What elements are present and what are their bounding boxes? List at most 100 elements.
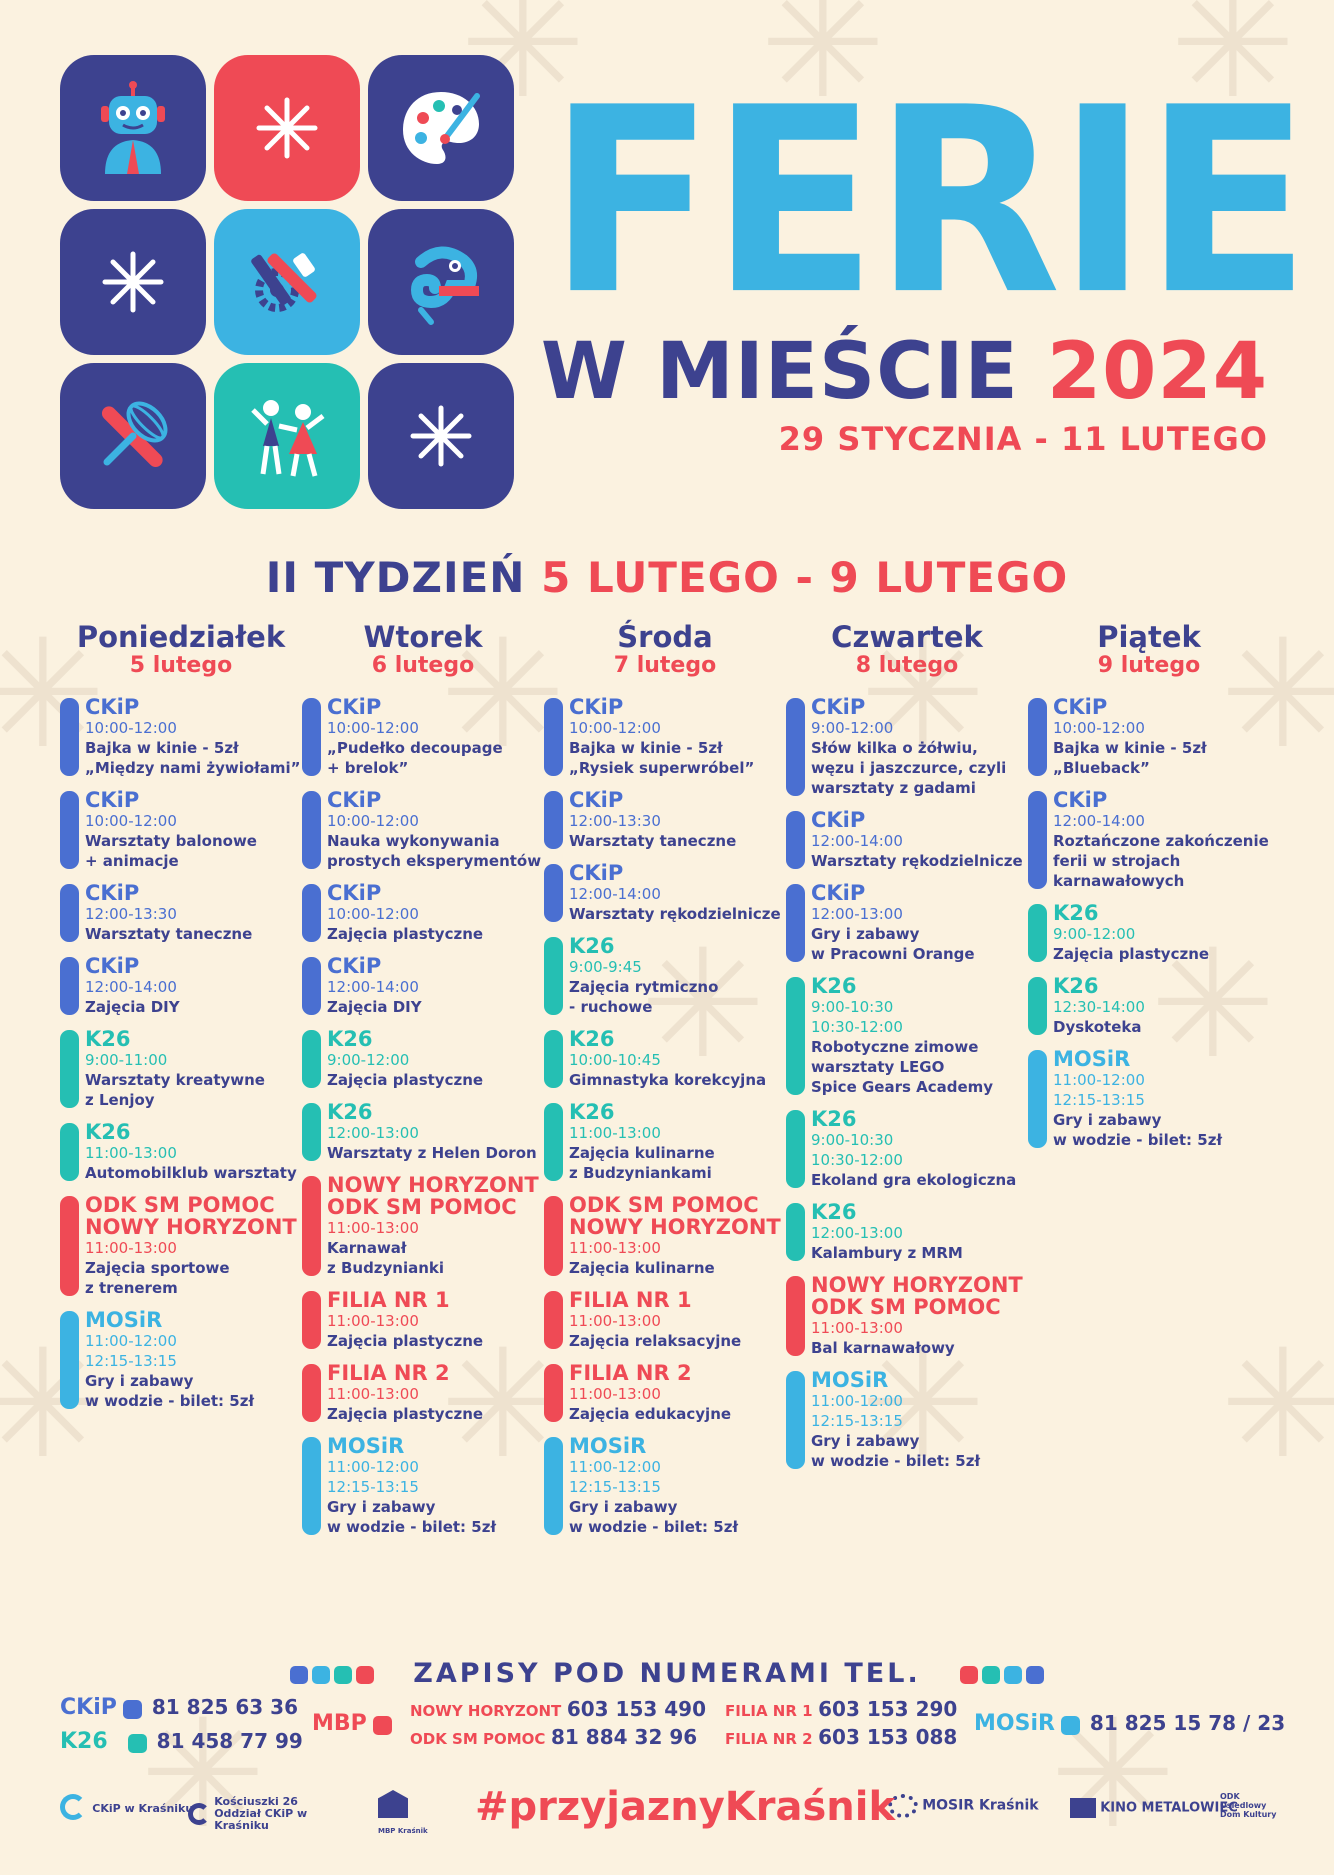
event-time: 11:00-13:00 bbox=[327, 1312, 419, 1330]
event-location: CKiP bbox=[85, 954, 140, 978]
event-description: w wodzie - bilet: 5zł bbox=[569, 1518, 739, 1536]
event-item: MOSiR 11:00-12:00 12:15-13:15 Gry i zabawy w… bbox=[60, 1309, 302, 1411]
event-location: K26 bbox=[811, 1200, 857, 1224]
day-date: 8 lutego bbox=[855, 653, 959, 678]
main-title: FERIE bbox=[548, 52, 1311, 352]
event-time: 12:00-13:00 bbox=[327, 1124, 419, 1142]
color-square bbox=[1025, 1665, 1044, 1684]
event-description: z Lenjoy bbox=[85, 1091, 155, 1109]
event-time: 11:00-12:00 bbox=[569, 1458, 661, 1476]
event-color-bar bbox=[302, 1364, 321, 1422]
snowflake-tile bbox=[368, 363, 514, 509]
event-item: FILIA NR 1 11:00-13:00 Zajęcia plastyczne bbox=[302, 1289, 544, 1351]
event-color-bar bbox=[302, 1291, 321, 1349]
event-item: CKiP 12:00-14:00 Warsztaty rękodzielnicze bbox=[786, 809, 1028, 871]
event-time: 11:00-13:00 bbox=[811, 1319, 903, 1337]
odk-logo: ODK Osiedlowy Dom Kultury bbox=[1220, 1792, 1280, 1821]
contact-filia1: FILIA NR 1 603 153 290 bbox=[725, 1697, 957, 1721]
event-color-bar bbox=[544, 1030, 563, 1088]
event-color-bar bbox=[544, 937, 563, 1015]
event-location: K26 bbox=[811, 974, 857, 998]
event-item: K26 12:00-13:00 Warsztaty z Helen Doron bbox=[302, 1101, 544, 1163]
event-item: K26 9:00-11:00 Warsztaty kreatywne z Lenjoy bbox=[60, 1028, 302, 1110]
event-description: Warsztaty taneczne bbox=[85, 925, 253, 943]
contact-number: 603 153 088 bbox=[818, 1725, 958, 1749]
contact-number: 81 884 32 96 bbox=[551, 1725, 698, 1749]
event-time: 10:30-12:00 bbox=[811, 1151, 903, 1169]
event-item: CKiP 10:00-12:00 Bajka w kinie - 5zł „Blueb… bbox=[1028, 696, 1270, 778]
event-color-bar bbox=[302, 884, 321, 942]
event-color-bar bbox=[786, 1276, 805, 1356]
color-square bbox=[312, 1665, 331, 1684]
event-location: MOSiR bbox=[811, 1368, 889, 1392]
dancers-icon bbox=[251, 400, 325, 477]
event-description: w wodzie - bilet: 5zł bbox=[1053, 1131, 1223, 1149]
event-item: CKiP 9:00-12:00 Słów kilka o żółwiu, węzu i… bbox=[786, 696, 1028, 798]
event-description: Warsztaty balonowe bbox=[85, 832, 257, 850]
event-color-bar bbox=[786, 811, 805, 869]
event-time: 11:00-13:00 bbox=[569, 1239, 661, 1257]
event-location: NOWY HORYZONT bbox=[85, 1215, 297, 1239]
event-time: 11:00-13:00 bbox=[85, 1239, 177, 1257]
event-description: „Między nami żywiołami” bbox=[85, 759, 301, 777]
event-color-bar bbox=[544, 864, 563, 922]
event-time: 9:00-12:00 bbox=[1053, 925, 1136, 943]
event-location: ODK SM POMOC bbox=[85, 1193, 275, 1217]
event-time: 10:00-12:00 bbox=[1053, 719, 1145, 737]
event-location: MOSiR bbox=[1053, 1047, 1131, 1071]
event-description: Warsztaty taneczne bbox=[569, 832, 737, 850]
color-square bbox=[959, 1665, 978, 1684]
event-time: 12:00-14:00 bbox=[569, 885, 661, 903]
event-location: K26 bbox=[327, 1027, 373, 1051]
event-time: 12:15-13:15 bbox=[1053, 1091, 1145, 1109]
event-location: CKiP bbox=[569, 861, 624, 885]
event-color-bar bbox=[302, 1103, 321, 1161]
week-label: II TYDZIEŃ bbox=[265, 553, 526, 602]
event-location: CKiP bbox=[811, 881, 866, 905]
event-item: FILIA NR 1 11:00-13:00 Zajęcia relaksacyjn… bbox=[544, 1289, 786, 1351]
logo-text: MBP Kraśnik bbox=[378, 1827, 428, 1835]
event-location: FILIA NR 1 bbox=[569, 1288, 692, 1312]
contact-org: FILIA NR 2 bbox=[725, 1730, 813, 1748]
week-range: 5 LUTEGO - 9 LUTEGO bbox=[541, 553, 1069, 602]
event-color-bar bbox=[544, 1103, 563, 1181]
k26-logo: Kościuszki 26 Oddział CKiP w Kraśniku bbox=[188, 1796, 334, 1832]
event-color-bar bbox=[60, 1030, 79, 1108]
event-location: K26 bbox=[85, 1027, 131, 1051]
event-location: CKiP bbox=[327, 881, 382, 905]
event-item: CKiP 10:00-12:00 Warsztaty balonowe + anima… bbox=[60, 789, 302, 871]
event-color-bar bbox=[786, 698, 805, 796]
event-color-bar bbox=[544, 1196, 563, 1276]
contact-number: 81 825 63 36 bbox=[151, 1695, 298, 1719]
event-location: MOSiR bbox=[569, 1434, 647, 1458]
event-item: K26 9:00-12:00 Zajęcia plastyczne bbox=[1028, 902, 1270, 964]
event-description: Zajęcia plastyczne bbox=[1053, 945, 1210, 963]
dancers-tile bbox=[214, 363, 360, 509]
snowflake-icon bbox=[410, 405, 472, 467]
day-name: Środa bbox=[617, 620, 713, 654]
day-header: Czwartek 8 lutego bbox=[786, 620, 1028, 678]
event-description: z Budzynianki bbox=[327, 1259, 445, 1277]
color-square bbox=[1003, 1665, 1022, 1684]
event-item: K26 12:30-14:00 Dyskoteka bbox=[1028, 975, 1270, 1037]
color-square bbox=[122, 1700, 142, 1719]
event-description: Zajęcia rytmiczno bbox=[569, 978, 719, 996]
day-date: 6 lutego bbox=[371, 653, 475, 678]
event-description: z trenerem bbox=[85, 1279, 178, 1297]
week-heading: II TYDZIEŃ 5 LUTEGO - 9 LUTEGO bbox=[0, 553, 1334, 602]
event-color-bar bbox=[60, 1311, 79, 1409]
event-item: CKiP 10:00-12:00 Bajka w kinie - 5zł „Międz… bbox=[60, 696, 302, 778]
snowflake-icon bbox=[102, 251, 164, 313]
event-time: 12:00-14:00 bbox=[327, 978, 419, 996]
contact-org: K26 bbox=[60, 1729, 108, 1754]
event-color-bar bbox=[1028, 791, 1047, 889]
contact-org: NOWY HORYZONT bbox=[410, 1702, 562, 1720]
chameleon-icon bbox=[410, 246, 479, 325]
logo-text: MOSIR Kraśnik bbox=[922, 1797, 1039, 1814]
logo-text: CKiP w Kraśniku bbox=[92, 1802, 194, 1815]
chameleon-tile bbox=[368, 209, 514, 355]
color-square bbox=[290, 1665, 309, 1684]
event-item: CKiP 12:00-13:00 Gry i zabawy w Pracowni Or… bbox=[786, 882, 1028, 964]
rolling-pin-whisk-icon bbox=[101, 401, 168, 468]
day-date: 9 lutego bbox=[1097, 653, 1201, 678]
